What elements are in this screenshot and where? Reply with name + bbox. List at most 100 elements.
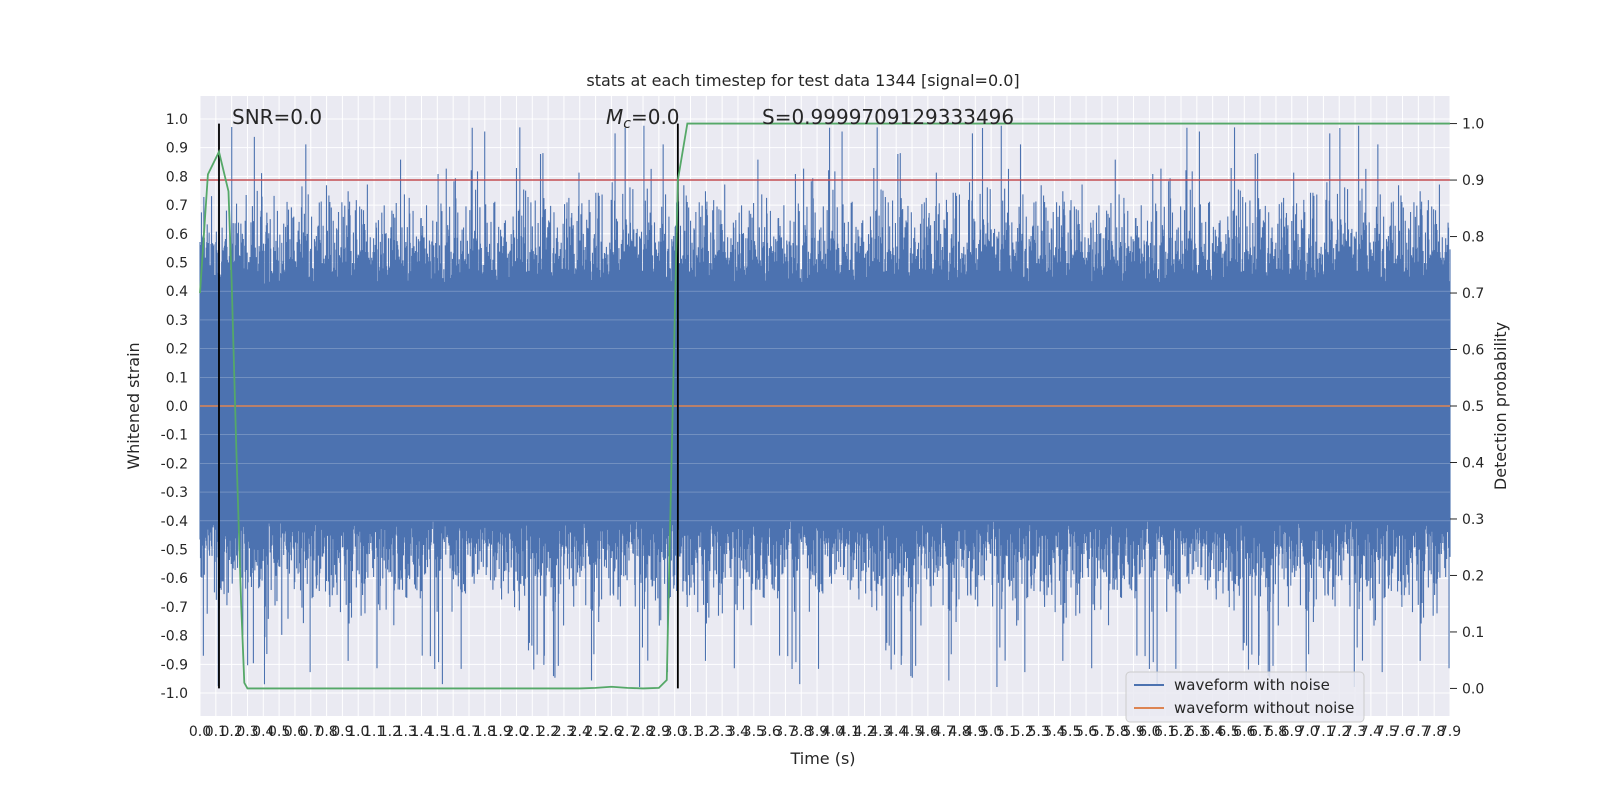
x-tick-label: 3.6: [758, 724, 780, 740]
x-tick-label: 6.9: [1281, 724, 1303, 740]
y-axis-right-ticks: 1.0 0.9 0.8 0.7 0.6 0.5 0.4 0.3 0.2 0.1 0.0: [1450, 117, 1484, 697]
x-tick-label: 6.7: [1249, 724, 1271, 740]
x-tick-label: 1.6: [442, 724, 464, 740]
x-tick-label: 7.8: [1423, 724, 1445, 740]
x-tick-label: 0.8: [315, 724, 337, 740]
x-axis-label: Time (s): [789, 749, 855, 768]
x-tick-label: 5.3: [1027, 724, 1049, 740]
y-tick-label: -0.6: [161, 571, 188, 587]
x-tick-label: 7.3: [1344, 724, 1366, 740]
x-tick-label: 7.7: [1407, 724, 1429, 740]
x-tick-label: 6.6: [1233, 724, 1255, 740]
x-tick-label: 4.5: [901, 724, 923, 740]
x-tick-label: 2.8: [632, 724, 654, 740]
y-tick-label: -0.2: [161, 456, 188, 472]
x-tick-label: 0.3: [236, 724, 258, 740]
y-right-tick-label: 0.8: [1462, 230, 1484, 246]
x-tick-label: 2.1: [521, 724, 543, 740]
x-tick-label: 3.5: [743, 724, 765, 740]
y-tick-label: 0.3: [166, 313, 188, 329]
x-tick-label: 4.3: [869, 724, 891, 740]
y-tick-label: 0.7: [166, 198, 188, 214]
y-tick-label: 0.4: [166, 284, 188, 300]
x-tick-label: 0.4: [252, 724, 274, 740]
y-tick-label: -0.4: [161, 514, 188, 530]
x-tick-label: 7.6: [1391, 724, 1413, 740]
x-tick-label: 2.4: [569, 724, 591, 740]
x-tick-label: 7.9: [1439, 724, 1461, 740]
y-right-tick-label: 0.0: [1462, 681, 1484, 697]
x-tick-label: 3.3: [711, 724, 733, 740]
y-tick-label: 1.0: [166, 112, 188, 128]
x-tick-label: 5.4: [1043, 724, 1065, 740]
x-tick-label: 1.4: [410, 724, 432, 740]
legend-box: [1125, 671, 1365, 723]
y-right-tick-label: 0.4: [1462, 455, 1484, 471]
x-tick-label: 4.4: [885, 724, 907, 740]
x-tick-label: 1.8: [474, 724, 496, 740]
y-tick-label: 0.6: [166, 227, 188, 243]
x-tick-label: 7.1: [1312, 724, 1334, 740]
y-axis-right-label: Detection probability: [1491, 322, 1510, 490]
y-right-tick-label: 0.2: [1462, 568, 1484, 584]
x-tick-label: 6.1: [1154, 724, 1176, 740]
y-right-tick-label: 0.3: [1462, 512, 1484, 528]
x-tick-label: 6.0: [1138, 724, 1160, 740]
x-tick-label: 1.0: [347, 724, 369, 740]
x-axis-ticks: 0.00.10.20.30.40.50.60.70.80.91.01.11.21…: [189, 724, 1461, 740]
y-tick-label: 0.9: [166, 141, 188, 157]
y-tick-label: -0.7: [161, 600, 188, 616]
series-detection-probability: [199, 122, 1450, 690]
annotation-mc-value: =0.0: [631, 105, 680, 129]
y-right-tick-label: 0.1: [1462, 625, 1484, 641]
x-tick-label: 4.9: [964, 724, 986, 740]
x-tick-label: 0.7: [300, 724, 322, 740]
x-tick-label: 6.8: [1265, 724, 1287, 740]
annotation-mc-symbol: M: [606, 105, 623, 129]
y-tick-label: 0.1: [166, 370, 188, 386]
x-tick-label: 0.5: [268, 724, 290, 740]
x-tick-label: 3.0: [664, 724, 686, 740]
x-tick-label: 2.3: [553, 724, 575, 740]
x-tick-label: 4.7: [933, 724, 955, 740]
y-tick-label: 0.2: [166, 342, 188, 358]
x-tick-label: 3.8: [790, 724, 812, 740]
x-tick-label: 4.0: [822, 724, 844, 740]
x-tick-label: 2.0: [505, 724, 527, 740]
y-tick-label: 0.5: [166, 255, 188, 271]
x-tick-label: 6.4: [1202, 724, 1224, 740]
x-tick-label: 4.1: [838, 724, 860, 740]
x-tick-label: 5.0: [980, 724, 1002, 740]
x-tick-label: 5.2: [1012, 724, 1034, 740]
x-tick-label: 3.4: [727, 724, 749, 740]
y-tick-label: 0.8: [166, 169, 188, 185]
x-tick-label: 7.5: [1376, 724, 1398, 740]
x-tick-label: 0.0: [189, 724, 211, 740]
x-tick-label: 1.9: [490, 724, 512, 740]
legend-label-noise: waveform with noise: [1174, 676, 1330, 694]
y-right-tick-label: 1.0: [1462, 117, 1484, 133]
x-tick-label: 2.6: [600, 724, 622, 740]
x-tick-label: 3.2: [695, 724, 717, 740]
x-tick-label: 3.9: [806, 724, 828, 740]
annotation-chirp-mass: Mc=0.0: [606, 105, 680, 132]
x-tick-label: 1.5: [426, 724, 448, 740]
x-tick-label: 5.1: [996, 724, 1018, 740]
x-tick-label: 5.5: [1059, 724, 1081, 740]
x-tick-label: 5.7: [1091, 724, 1113, 740]
x-tick-label: 2.9: [648, 724, 670, 740]
x-tick-label: 2.7: [616, 724, 638, 740]
x-tick-label: 7.4: [1360, 724, 1382, 740]
x-tick-label: 2.5: [584, 724, 606, 740]
x-tick-label: 5.6: [1075, 724, 1097, 740]
x-tick-label: 1.7: [458, 724, 480, 740]
x-tick-label: 0.1: [205, 724, 227, 740]
y-tick-label: -0.5: [161, 543, 188, 559]
x-tick-label: 0.6: [284, 724, 306, 740]
annotation-mc-subscript: c: [623, 116, 631, 132]
x-tick-label: 4.8: [948, 724, 970, 740]
y-tick-label: -0.9: [161, 657, 188, 673]
y-right-tick-label: 0.5: [1462, 399, 1484, 415]
y-axis-left-label: Whitened strain: [124, 342, 143, 469]
